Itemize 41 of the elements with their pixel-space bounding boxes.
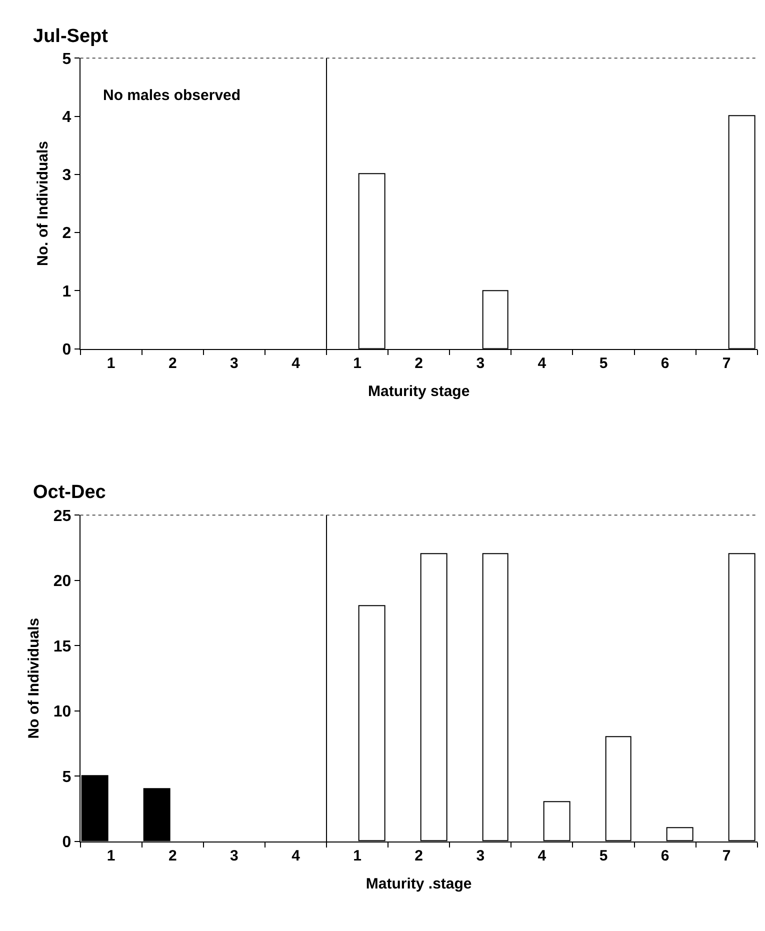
x-tick-label: 1 <box>106 847 116 864</box>
x-tick-label: 5 <box>599 847 608 864</box>
y-tick-label: 10 <box>53 704 72 721</box>
x-tick-label: 2 <box>414 847 424 864</box>
y-tick-label: 20 <box>53 573 72 590</box>
y-tick-label: 0 <box>62 834 72 852</box>
x-tick-label: 3 <box>476 847 485 864</box>
x-axis-title: Maturity .stage <box>366 875 472 892</box>
x-tick-label: 3 <box>230 354 238 372</box>
y-tick-label: 15 <box>53 638 72 656</box>
y-tick-label: 25 <box>53 508 72 525</box>
y-tick-label: 5 <box>62 50 72 68</box>
annotation: No males observed <box>103 87 241 104</box>
x-tick-label: 2 <box>168 354 177 372</box>
y-tick-label: 5 <box>62 768 72 786</box>
chart-title: Oct-Dec <box>33 482 106 503</box>
x-tick-label: 1 <box>353 354 362 372</box>
y-tick-label: 0 <box>62 341 72 358</box>
y-tick-label: 3 <box>62 167 72 184</box>
x-tick-label: 4 <box>292 847 301 864</box>
x-tick-label: 1 <box>106 354 116 372</box>
y-axis-title: No of Individuals <box>26 618 43 739</box>
x-tick-label: 7 <box>722 354 731 372</box>
x-tick-label: 4 <box>292 354 301 372</box>
x-tick-label: 2 <box>414 354 424 372</box>
x-tick-label: 1 <box>353 847 362 864</box>
x-tick-label: 4 <box>538 847 547 864</box>
x-tick-label: 4 <box>538 354 547 372</box>
y-tick-label: 4 <box>62 108 72 126</box>
x-tick-label: 6 <box>660 847 670 864</box>
x-tick-label: 5 <box>599 354 608 372</box>
x-tick-label: 6 <box>660 354 670 372</box>
x-axis-title: Maturity stage <box>368 382 470 400</box>
chart-title: Jul-Sept <box>33 26 109 47</box>
y-tick-label: 1 <box>62 283 72 300</box>
y-axis-title: No. of Individuals <box>34 141 52 266</box>
x-tick-label: 3 <box>230 847 238 864</box>
x-tick-label: 7 <box>722 847 731 864</box>
y-tick-label: 2 <box>62 225 72 242</box>
x-tick-label: 2 <box>168 847 177 864</box>
x-tick-label: 3 <box>476 354 485 372</box>
